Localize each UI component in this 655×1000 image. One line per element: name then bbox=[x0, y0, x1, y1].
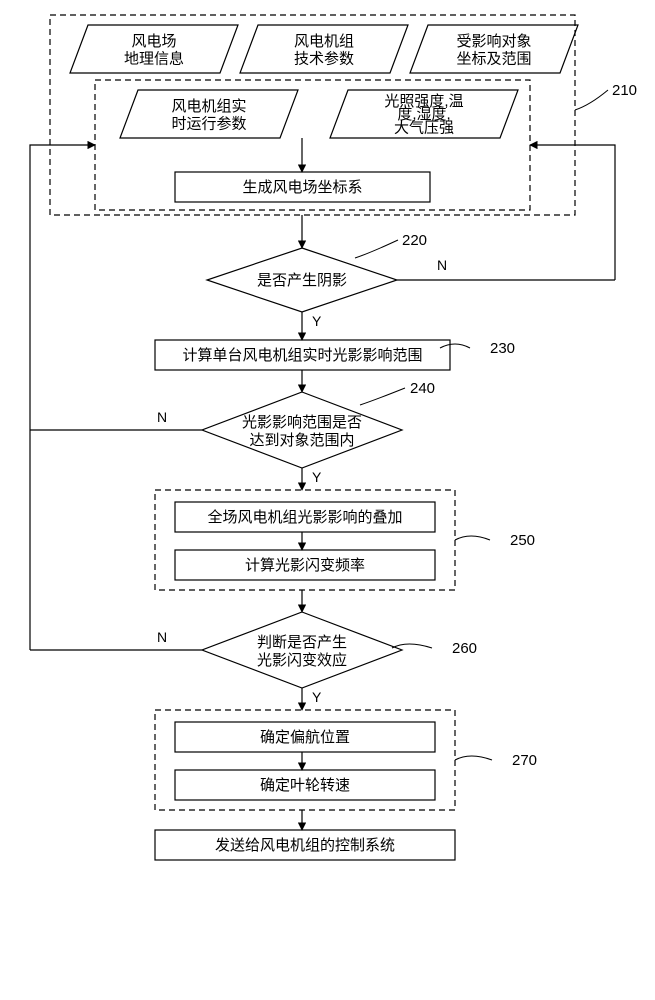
svg-text:270: 270 bbox=[512, 752, 537, 769]
svg-text:地理信息: 地理信息 bbox=[124, 51, 184, 68]
svg-text:Y: Y bbox=[312, 689, 322, 705]
svg-text:确定偏航位置: 确定偏航位置 bbox=[260, 729, 350, 746]
svg-text:240: 240 bbox=[410, 380, 435, 397]
svg-text:N: N bbox=[437, 257, 447, 273]
svg-text:计算光影闪变频率: 计算光影闪变频率 bbox=[245, 556, 365, 574]
svg-text:N: N bbox=[157, 409, 167, 425]
svg-text:判断是否产生: 判断是否产生 bbox=[257, 634, 347, 651]
svg-text:260: 260 bbox=[452, 640, 477, 657]
svg-text:坐标及范围: 坐标及范围 bbox=[456, 51, 531, 68]
svg-text:N: N bbox=[157, 629, 167, 645]
svg-text:220: 220 bbox=[402, 232, 427, 249]
svg-text:技术参数: 技术参数 bbox=[294, 51, 354, 68]
svg-text:时运行参数: 时运行参数 bbox=[171, 116, 246, 133]
svg-text:是否产生阴影: 是否产生阴影 bbox=[257, 272, 347, 289]
svg-text:发送给风电机组的控制系统: 发送给风电机组的控制系统 bbox=[215, 837, 395, 854]
svg-text:大气压强: 大气压强 bbox=[394, 119, 454, 136]
svg-text:风电机组实: 风电机组实 bbox=[171, 98, 246, 115]
svg-text:210: 210 bbox=[612, 82, 637, 99]
svg-text:光影闪变效应: 光影闪变效应 bbox=[257, 651, 347, 669]
svg-text:受影响对象: 受影响对象 bbox=[456, 33, 531, 50]
svg-text:达到对象范围内: 达到对象范围内 bbox=[249, 432, 354, 449]
svg-text:确定叶轮转速: 确定叶轮转速 bbox=[260, 777, 350, 794]
svg-text:230: 230 bbox=[490, 340, 515, 357]
svg-text:风电机组: 风电机组 bbox=[294, 33, 354, 50]
svg-text:Y: Y bbox=[312, 313, 322, 329]
svg-text:光影影响范围是否: 光影影响范围是否 bbox=[242, 414, 362, 431]
svg-text:风电场: 风电场 bbox=[131, 33, 176, 50]
svg-text:生成风电场坐标系: 生成风电场坐标系 bbox=[242, 179, 362, 196]
svg-text:Y: Y bbox=[312, 469, 322, 485]
svg-text:全场风电机组光影影响的叠加: 全场风电机组光影影响的叠加 bbox=[207, 508, 402, 526]
svg-text:计算单台风电机组实时光影影响范围: 计算单台风电机组实时光影影响范围 bbox=[182, 346, 422, 364]
svg-text:250: 250 bbox=[510, 532, 535, 549]
